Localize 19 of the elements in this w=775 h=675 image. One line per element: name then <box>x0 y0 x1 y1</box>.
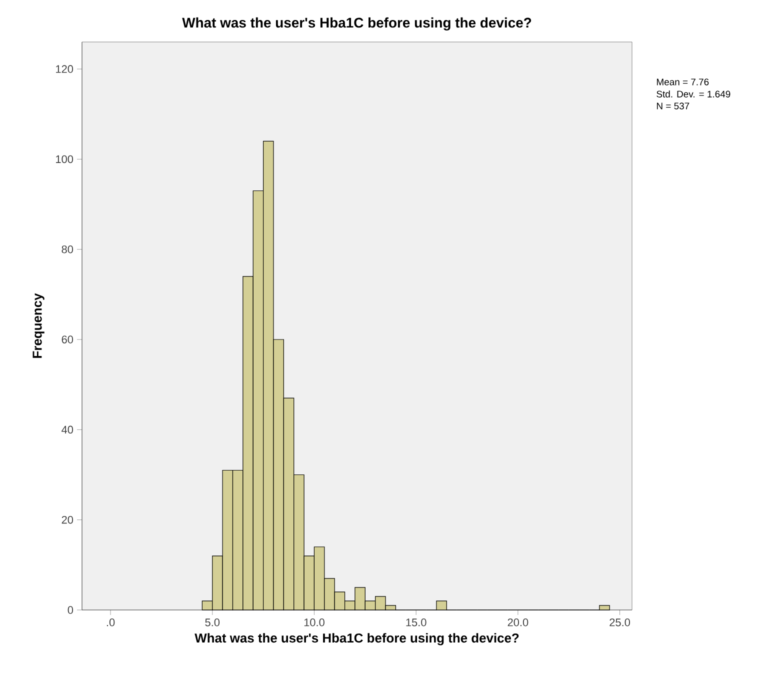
x-tick-label: 10.0 <box>304 618 324 626</box>
y-tick-label: 20 <box>62 516 74 524</box>
text: N = 537 <box>656 102 690 110</box>
x-tick-label: 20.0 <box>508 618 528 626</box>
y-tick-label: 40 <box>62 426 74 434</box>
text: Std. Dev. = 1.649 <box>656 90 730 98</box>
y-tick-label: 80 <box>62 245 74 254</box>
x-tick-label: .0 <box>106 618 115 626</box>
y-tick-label: 120 <box>56 65 74 73</box>
x-axis-title: What was the user's Hba1C before using the device? <box>194 633 519 646</box>
y-tick-label: 60 <box>62 336 74 344</box>
text: Mean = 7.76 <box>656 78 709 86</box>
x-tick-label: 15.0 <box>406 618 426 626</box>
y-tick-label: 100 <box>56 155 74 164</box>
y-tick-label: 0 <box>68 606 74 614</box>
chart-title: What was the user's Hba1C before using the device? <box>182 17 532 30</box>
y-axis-title: Frequency <box>32 293 44 358</box>
x-tick-label: 5.0 <box>205 618 220 626</box>
x-tick-label: 25.0 <box>610 618 630 626</box>
